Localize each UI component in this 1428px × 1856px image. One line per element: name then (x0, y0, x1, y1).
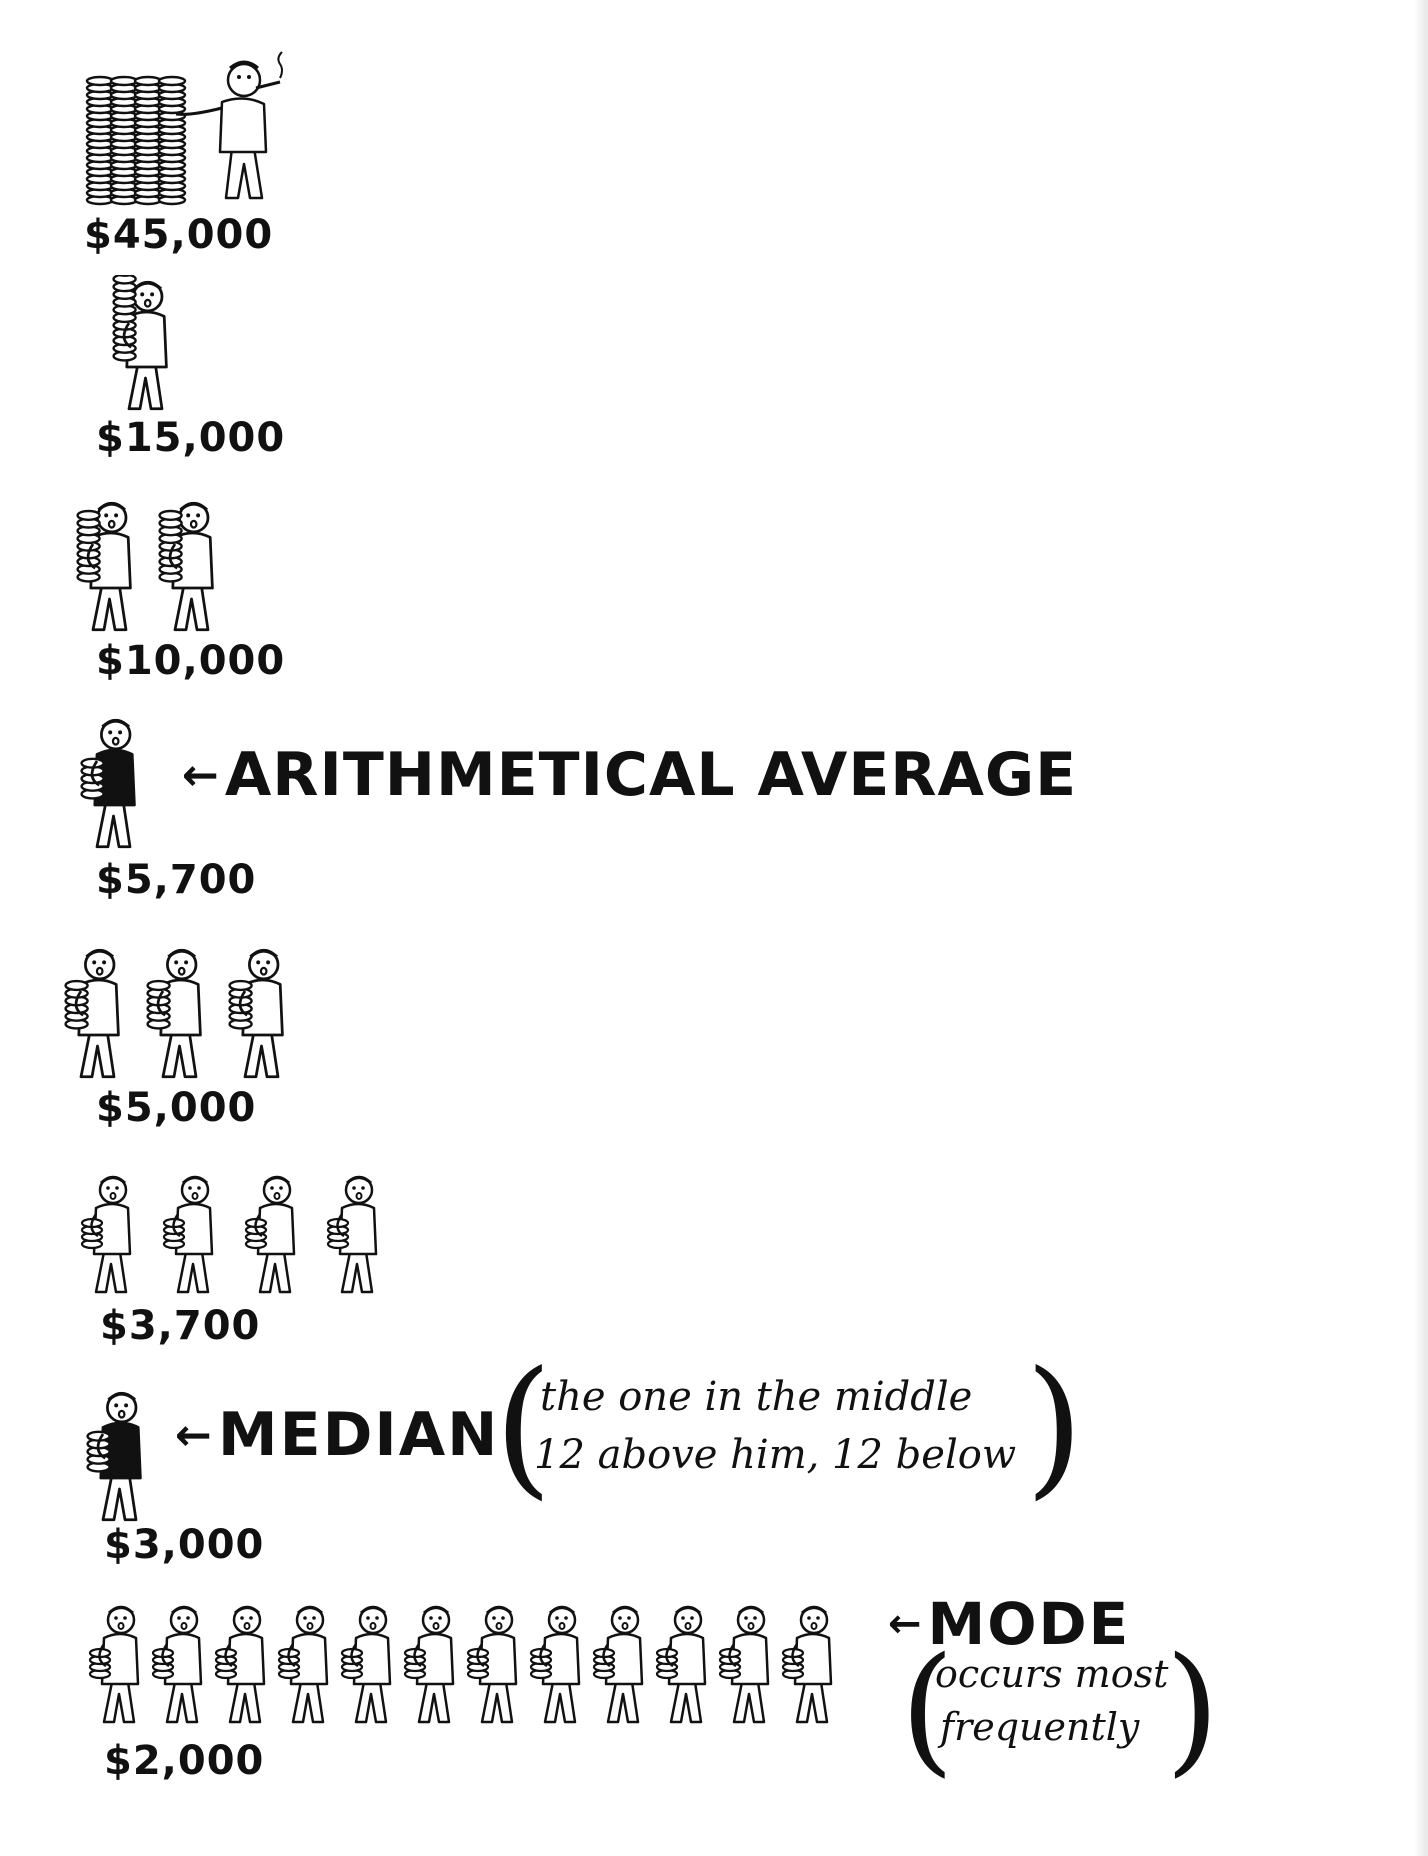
income-label: $2,000 (104, 1738, 265, 1784)
figure-group (64, 948, 284, 1079)
median-annotation: ← MEDIAN (175, 1400, 499, 1470)
figure-group (85, 51, 283, 206)
person-figure-icon (151, 1605, 203, 1724)
income-row-3700: $3,700 (0, 1160, 1428, 1360)
person-figure-icon (655, 1605, 707, 1724)
person-figure-icon (64, 948, 120, 1079)
left-arrow-icon: ← (182, 749, 219, 801)
mode-annotation: ← MODE (888, 1590, 1130, 1658)
person-figure-icon (112, 275, 168, 411)
person-figure-icon (244, 1175, 296, 1294)
income-row-5700: $5,700 ← ARITHMETICAL AVERAGE (0, 705, 1428, 905)
income-row-2000: $2,000 ← MODE ( occurs most frequently ) (0, 1590, 1428, 1830)
arithmetical-average-annotation: ← ARITHMETICAL AVERAGE (182, 740, 1077, 810)
income-row-45000: $45,000 (0, 30, 1428, 260)
figure-group (80, 718, 136, 849)
person-figure-icon (228, 948, 284, 1079)
person-figure-icon (76, 501, 132, 632)
close-paren-icon: ) (1025, 1340, 1084, 1514)
tycoon-figure-icon (85, 51, 283, 206)
person-figure-icon (529, 1605, 581, 1724)
open-paren-icon: ( (494, 1340, 553, 1514)
income-row-3000: $3,000 ← MEDIAN ( the one in the middle … (0, 1340, 1428, 1580)
arithmetical-average-label: ARITHMETICAL AVERAGE (224, 740, 1078, 810)
figure-group (112, 275, 168, 411)
person-figure-icon (158, 501, 214, 632)
income-row-15000: $15,000 (0, 275, 1428, 465)
income-row-10000: $10,000 (0, 490, 1428, 690)
page-edge (1414, 0, 1428, 1856)
open-paren-icon: ( (900, 1628, 955, 1791)
income-label: $15,000 (96, 415, 286, 461)
figure-group (80, 1175, 378, 1294)
income-label: $3,700 (100, 1303, 261, 1349)
person-figure-icon (88, 1605, 140, 1724)
figure-group (86, 1391, 142, 1522)
person-figure-icon (592, 1605, 644, 1724)
person-figure-icon (146, 948, 202, 1079)
left-arrow-icon: ← (175, 1409, 212, 1461)
left-arrow-icon: ← (888, 1601, 922, 1647)
median-note-line2: 12 above him, 12 below (534, 1432, 1017, 1478)
income-label: $10,000 (96, 638, 286, 684)
income-label: $5,700 (96, 857, 257, 903)
income-label: $45,000 (84, 212, 274, 258)
person-figure-icon (403, 1605, 455, 1724)
person-figure-icon (214, 1605, 266, 1724)
person-figure-icon (80, 718, 136, 849)
figure-group (76, 501, 214, 632)
mode-label: MODE (927, 1590, 1131, 1658)
median-label: MEDIAN (217, 1400, 500, 1470)
person-figure-icon (326, 1175, 378, 1294)
person-figure-icon (718, 1605, 770, 1724)
income-row-5000: $5,000 (0, 935, 1428, 1135)
person-figure-icon (80, 1175, 132, 1294)
person-figure-icon (781, 1605, 833, 1724)
income-label: $3,000 (104, 1522, 265, 1568)
person-figure-icon (86, 1391, 142, 1522)
figure-group (88, 1605, 833, 1724)
mode-note-line2: frequently (940, 1705, 1140, 1749)
median-note-line1: the one in the middle (540, 1374, 973, 1420)
close-paren-icon: ) (1165, 1628, 1220, 1791)
mode-note-line1: occurs most (935, 1652, 1169, 1696)
person-figure-icon (340, 1605, 392, 1724)
person-figure-icon (162, 1175, 214, 1294)
person-figure-icon (277, 1605, 329, 1724)
income-label: $5,000 (96, 1085, 257, 1131)
person-figure-icon (466, 1605, 518, 1724)
